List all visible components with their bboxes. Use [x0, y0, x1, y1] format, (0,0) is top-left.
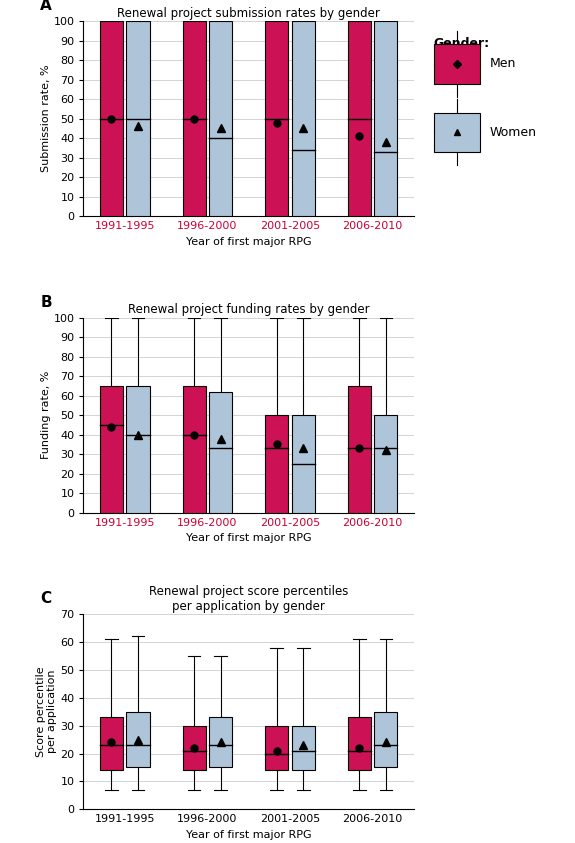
- Text: Gender:: Gender:: [434, 37, 490, 50]
- Text: Men: Men: [490, 57, 516, 71]
- Bar: [265, 726, 289, 771]
- Bar: [292, 21, 315, 216]
- Text: C: C: [40, 592, 52, 606]
- Bar: [126, 386, 150, 513]
- Bar: [374, 711, 397, 767]
- Title: Renewal project score percentiles
per application by gender: Renewal project score percentiles per ap…: [149, 585, 348, 613]
- Bar: [100, 386, 123, 513]
- Bar: [126, 21, 150, 216]
- Text: A: A: [40, 0, 52, 13]
- Bar: [183, 386, 206, 513]
- Bar: [292, 726, 315, 771]
- Bar: [100, 717, 123, 771]
- Y-axis label: Score percentile
per application: Score percentile per application: [36, 667, 58, 757]
- Text: Women: Women: [490, 126, 537, 139]
- Bar: [183, 21, 206, 216]
- X-axis label: Year of first major RPG: Year of first major RPG: [186, 830, 312, 840]
- Bar: [183, 726, 206, 771]
- Bar: [209, 21, 232, 216]
- Bar: [374, 21, 397, 216]
- Y-axis label: Funding rate, %: Funding rate, %: [41, 371, 51, 459]
- Bar: [265, 21, 289, 216]
- Bar: [434, 45, 480, 83]
- Bar: [126, 711, 150, 767]
- X-axis label: Year of first major RPG: Year of first major RPG: [186, 533, 312, 543]
- Bar: [348, 386, 371, 513]
- Bar: [209, 392, 232, 513]
- Bar: [348, 717, 371, 771]
- Title: Renewal project submission rates by gender: Renewal project submission rates by gend…: [117, 7, 380, 20]
- Title: Renewal project funding rates by gender: Renewal project funding rates by gender: [128, 303, 370, 316]
- Bar: [265, 415, 289, 513]
- Bar: [209, 717, 232, 767]
- Y-axis label: Submission rate, %: Submission rate, %: [41, 65, 51, 173]
- Bar: [292, 415, 315, 513]
- Bar: [374, 415, 397, 513]
- Bar: [100, 21, 123, 216]
- X-axis label: Year of first major RPG: Year of first major RPG: [186, 237, 312, 247]
- Bar: [434, 113, 480, 152]
- Bar: [348, 21, 371, 216]
- Text: B: B: [40, 295, 52, 310]
